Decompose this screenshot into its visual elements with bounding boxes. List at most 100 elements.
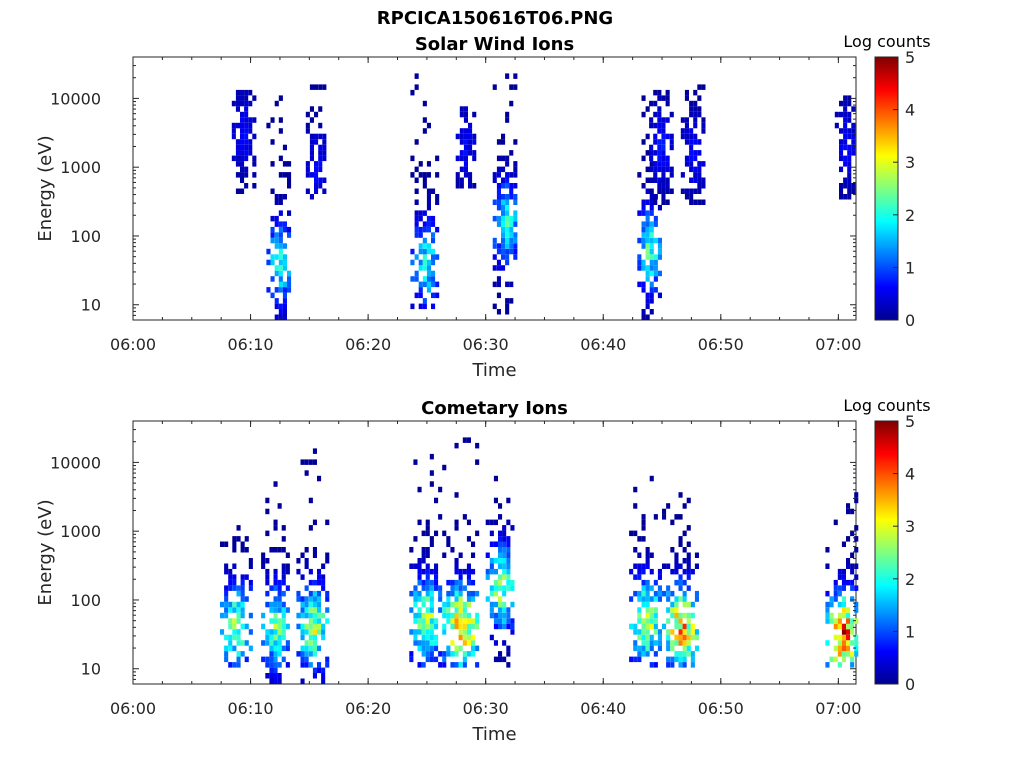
spectrogram-cell <box>493 585 498 591</box>
spectrogram-cell <box>422 303 427 310</box>
spectrogram-cell <box>649 177 654 183</box>
spectrogram-cell <box>645 563 650 569</box>
spectrogram-cell <box>505 248 510 255</box>
spectrogram-cell <box>422 172 427 178</box>
spectrogram-cell <box>841 640 846 646</box>
spectrogram-cell <box>274 221 279 227</box>
spectrogram-cell <box>475 442 480 449</box>
spectrogram-cell <box>450 640 455 646</box>
spectrogram-cell <box>426 188 431 194</box>
spectrogram-cell <box>305 111 310 118</box>
spectrogram-cell <box>839 100 844 107</box>
spectrogram-cell <box>661 188 666 194</box>
spectrogram-cell <box>850 530 855 537</box>
spectrogram-cell <box>641 568 646 575</box>
spectrogram-cell <box>678 629 683 635</box>
spectrogram-cell <box>506 497 511 504</box>
spectrogram-cell <box>281 612 286 619</box>
spectrogram-cell <box>833 618 838 624</box>
spectrogram-cell <box>633 645 638 652</box>
colorbar-tick-label: 1 <box>905 622 915 641</box>
spectrogram-cell <box>236 640 241 646</box>
spectrogram-cell <box>697 188 702 194</box>
spectrogram-cell <box>459 133 464 140</box>
spectrogram-cell <box>496 259 501 266</box>
spectrogram-cell <box>235 144 240 151</box>
spectrogram-cell <box>697 166 702 173</box>
spectrogram-cell <box>510 623 515 630</box>
spectrogram-cell <box>506 519 511 526</box>
spectrogram-cell <box>505 309 510 315</box>
spectrogram-cell <box>645 106 650 112</box>
spectrogram-cell <box>637 254 642 260</box>
spectrogram-cell <box>450 651 455 657</box>
spectrogram-cell <box>661 172 666 178</box>
spectrogram-cell <box>501 210 506 216</box>
spectrogram-cell <box>693 199 698 205</box>
spectrogram-cell <box>502 640 507 646</box>
spectrogram-cell <box>854 651 859 657</box>
spectrogram-cell <box>431 221 436 227</box>
spectrogram-cell <box>498 596 503 602</box>
spectrogram-cell <box>839 155 844 162</box>
spectrogram-cell <box>633 640 638 646</box>
spectrogram-cell <box>429 651 434 657</box>
spectrogram-cell <box>318 166 323 173</box>
spectrogram-cell <box>312 612 317 619</box>
spectrogram-cell <box>694 645 699 652</box>
spectrogram-cell <box>846 623 851 630</box>
spectrogram-cell <box>657 645 662 652</box>
spectrogram-cell <box>693 100 698 107</box>
spectrogram-cell <box>684 128 689 134</box>
spectrogram-cell <box>429 453 434 460</box>
spectrogram-cell <box>274 265 279 271</box>
spectrogram-cell <box>454 558 459 564</box>
spectrogram-cell <box>417 563 422 569</box>
spectrogram-cell <box>505 199 510 205</box>
spectrogram-cell <box>513 232 518 238</box>
spectrogram-cell <box>501 221 506 227</box>
spectrogram-cell <box>653 623 658 630</box>
spectrogram-cell <box>466 574 471 580</box>
spectrogram-cell <box>492 237 497 244</box>
spectrogram-cell <box>689 177 694 183</box>
spectrogram-cell <box>325 662 330 668</box>
spectrogram-cell <box>678 656 683 663</box>
spectrogram-cell <box>426 221 431 227</box>
spectrogram-cell <box>833 596 838 602</box>
spectrogram-cell <box>325 656 330 663</box>
spectrogram-cell <box>493 612 498 619</box>
spectrogram-cell <box>854 547 859 553</box>
spectrogram-cell <box>493 541 498 547</box>
spectrogram-cell <box>854 607 859 613</box>
spectrogram-cell <box>287 281 292 288</box>
spectrogram-cell <box>498 558 503 564</box>
spectrogram-cell <box>498 514 503 520</box>
spectrogram-cell <box>846 558 851 564</box>
x-tick-label: 07:00 <box>815 699 861 718</box>
spectrogram-cell <box>513 254 518 260</box>
spectrogram-cell <box>847 194 852 200</box>
spectrogram-cell <box>649 117 654 123</box>
spectrogram-cell <box>501 243 506 249</box>
spectrogram-cell <box>496 183 501 189</box>
spectrogram-cell <box>435 172 440 178</box>
spectrogram-cell <box>321 563 326 569</box>
spectrogram-cell <box>670 640 675 646</box>
spectrogram-cell <box>300 651 305 657</box>
spectrogram-cell <box>228 579 233 586</box>
spectrogram-cell <box>649 237 654 244</box>
spectrogram-cell <box>244 122 249 129</box>
spectrogram-cell <box>471 596 476 602</box>
spectrogram-cell <box>235 89 240 96</box>
spectrogram-cell <box>240 117 245 123</box>
spectrogram-cell <box>312 448 317 454</box>
spectrogram-cell <box>466 519 471 526</box>
spectrogram-cell <box>322 139 327 145</box>
spectrogram-cell <box>417 519 422 526</box>
spectrogram-cell <box>645 612 650 619</box>
spectrogram-cell <box>422 265 427 271</box>
spectrogram-cell <box>468 133 473 140</box>
y-axis-label: Energy (eV) <box>35 135 56 241</box>
spectrogram-cell <box>248 144 253 151</box>
